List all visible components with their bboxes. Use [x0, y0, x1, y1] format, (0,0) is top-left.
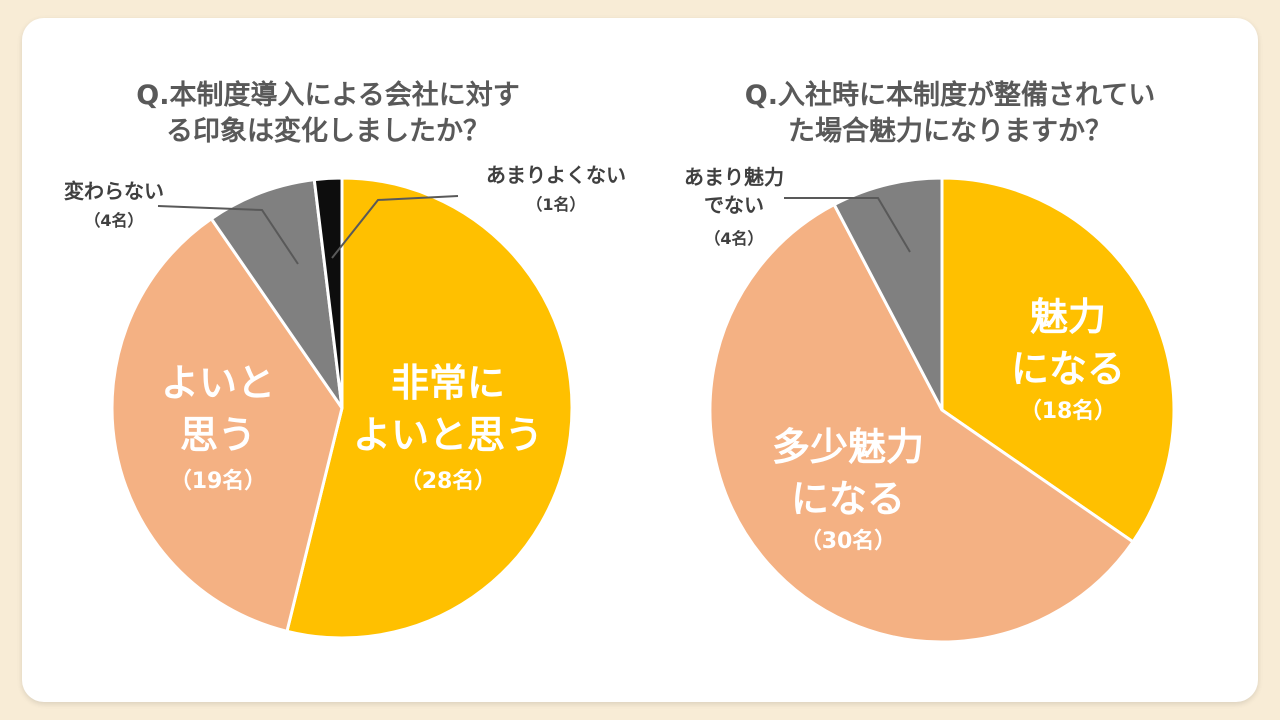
chart1-slice4-count: （1名） [526, 195, 585, 214]
chart2-title-line2: た場合魅力になりますか？ [788, 115, 1112, 147]
chart2-slice1-label-line2: になる [1011, 347, 1125, 391]
chart2-slice1-count: （18名） [1020, 398, 1117, 424]
chart2-leader-amari [784, 197, 911, 253]
chart2-slice3-label-line2: でない [704, 193, 764, 217]
chart1-slice2-count: （19名） [170, 468, 267, 494]
chart1-title-line2: る印象は変化しましたか？ [166, 115, 490, 147]
chart2-slice1-label-line1: 魅力 [1030, 295, 1106, 339]
chart2-slice3-label-line1: あまり魅力 [684, 165, 784, 189]
chart2-slice2-label-line1: 多少魅力 [772, 425, 924, 469]
chart1-leader-amari [331, 195, 459, 259]
chart1-slice-1 [285, 176, 574, 640]
chart2-slice3-count: （4名） [704, 229, 763, 248]
chart1-slice-4 [312, 176, 344, 409]
chart2-slice-3 [832, 176, 944, 411]
chart1-slice3-count: （4名） [84, 211, 143, 230]
chart2-pie [708, 176, 1176, 644]
chart1-slice1-label-line2: よいと思う [353, 413, 543, 457]
chart1-slice-2 [110, 216, 344, 634]
chart1-leader-kawaranai [157, 205, 299, 265]
chart1-pie [110, 176, 574, 640]
chart1-slice3-label: 変わらない [64, 179, 164, 203]
chart2-slice2-label-line2: になる [791, 477, 905, 521]
chart1-title-line1: Q.本制度導入による会社に対す [136, 79, 519, 111]
chart2-title-line1: Q.入社時に本制度が整備されてい [745, 79, 1155, 111]
chart1-slice1-label-line1: 非常に [391, 361, 505, 405]
chart1-slice2-label-line2: 思う [180, 413, 256, 457]
chart1-slice4-label: あまりよくない [486, 163, 626, 187]
chart1-slice2-label-line1: よいと [161, 361, 275, 405]
chart2-slice2-count: （30名） [800, 528, 897, 554]
chart2-slice-1 [940, 176, 1176, 544]
chart2-slice-2 [708, 202, 1136, 644]
chart1-slice-3 [209, 178, 344, 409]
chart1-slice1-count: （28名） [400, 468, 497, 494]
